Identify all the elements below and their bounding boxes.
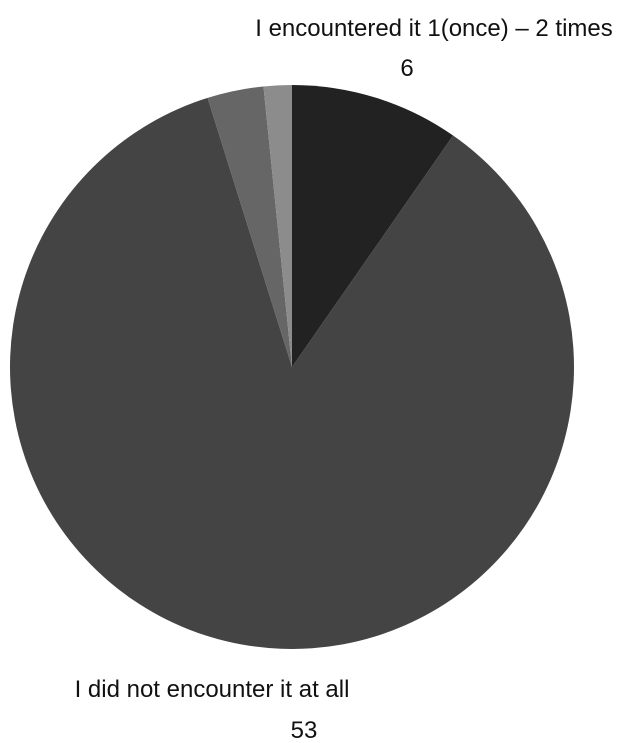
pie-slices [9, 85, 574, 649]
pie-slice-1 [9, 97, 574, 649]
label-name-did-not-encounter: I did not encounter it at all [75, 676, 350, 703]
pie-slice-2 [207, 86, 292, 368]
label-value-did-not-encounter: 53 [291, 717, 318, 743]
pie-slice-0 [292, 85, 454, 367]
pie-slice-3 [263, 85, 292, 367]
label-value-encountered-1-2-times: 6 [400, 55, 413, 82]
label-name-encountered-1-2-times: I encountered it 1(once) – 2 times [255, 15, 613, 42]
pie-labels: I encountered it 1(once) – 2 times 6 I d… [75, 15, 613, 743]
